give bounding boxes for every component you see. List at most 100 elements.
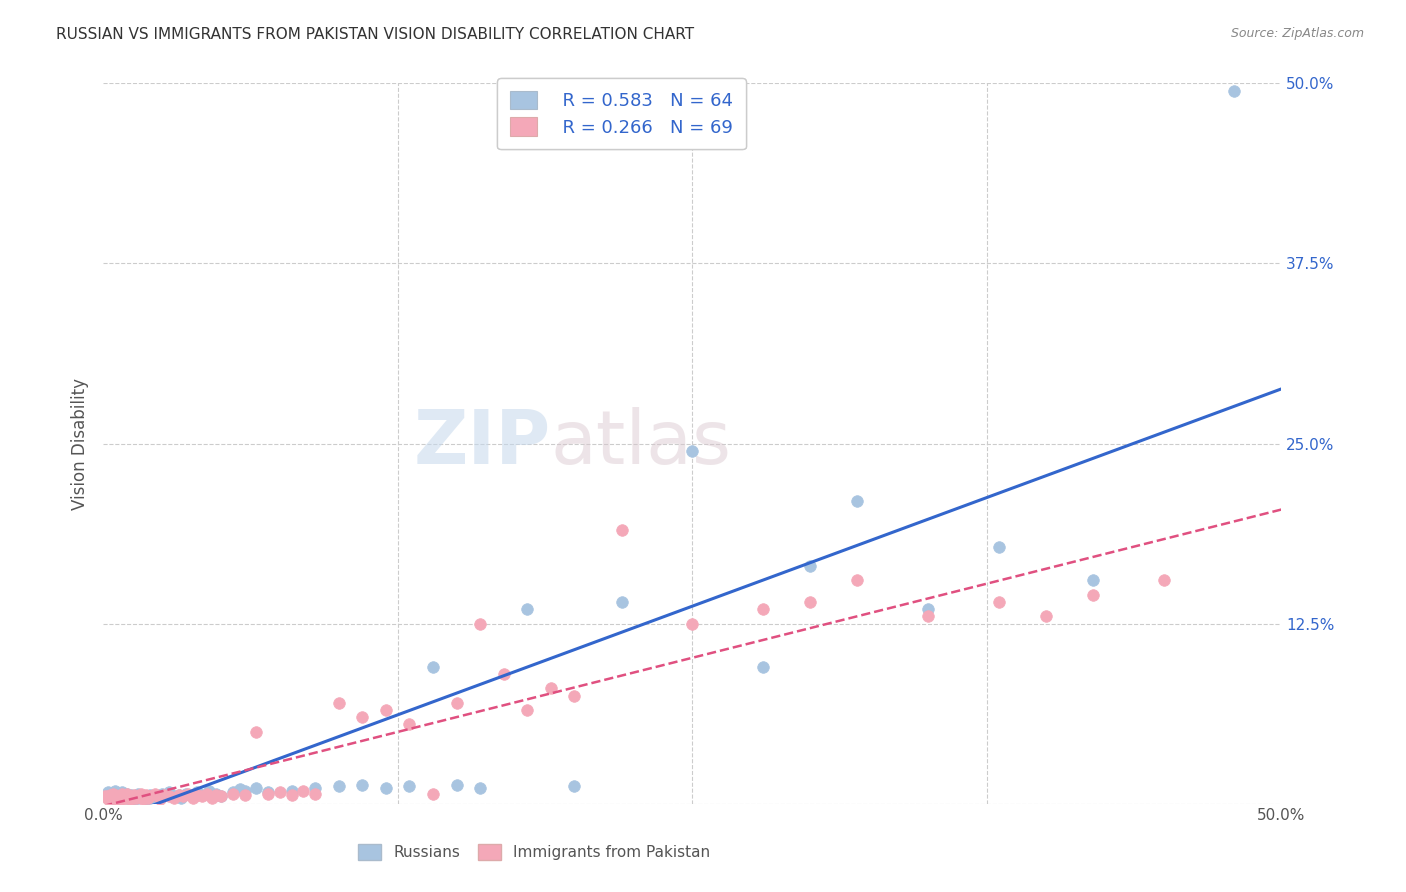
Point <box>610 595 633 609</box>
Point <box>681 443 703 458</box>
Point <box>540 681 562 696</box>
Point <box>105 788 128 802</box>
Point <box>132 792 155 806</box>
Point <box>105 792 128 806</box>
Point <box>157 785 180 799</box>
Point <box>120 792 142 806</box>
Point <box>799 595 821 609</box>
Point <box>181 789 204 804</box>
Point <box>97 785 120 799</box>
Point <box>118 789 141 804</box>
Point <box>516 703 538 717</box>
Point <box>181 790 204 805</box>
Point <box>987 540 1010 554</box>
Point <box>328 696 350 710</box>
Point <box>129 787 152 801</box>
Text: Source: ZipAtlas.com: Source: ZipAtlas.com <box>1230 27 1364 40</box>
Point <box>97 792 120 806</box>
Point <box>269 785 291 799</box>
Point <box>101 787 124 801</box>
Point <box>352 710 374 724</box>
Point <box>98 790 121 805</box>
Point <box>191 789 214 804</box>
Legend:   R = 0.583   N = 64,   R = 0.266   N = 69: R = 0.583 N = 64, R = 0.266 N = 69 <box>498 78 747 149</box>
Point <box>127 789 149 804</box>
Point <box>752 660 775 674</box>
Point <box>1223 84 1246 98</box>
Point <box>280 788 302 802</box>
Point <box>195 787 218 801</box>
Point <box>446 778 468 792</box>
Point <box>108 789 131 804</box>
Point <box>1153 574 1175 588</box>
Point <box>149 792 172 806</box>
Point <box>174 787 197 801</box>
Point <box>222 785 245 799</box>
Point <box>111 789 134 804</box>
Y-axis label: Vision Disability: Vision Disability <box>72 377 89 509</box>
Point <box>470 780 492 795</box>
Point <box>292 783 315 797</box>
Legend: Russians, Immigrants from Pakistan: Russians, Immigrants from Pakistan <box>352 838 717 866</box>
Point <box>111 792 134 806</box>
Point <box>398 780 420 794</box>
Point <box>163 790 186 805</box>
Point <box>104 788 127 802</box>
Point <box>257 785 280 799</box>
Point <box>328 780 350 794</box>
Point <box>245 780 267 795</box>
Point <box>115 787 138 801</box>
Point <box>122 792 145 806</box>
Point <box>104 789 127 804</box>
Point <box>111 785 134 799</box>
Point <box>153 788 176 802</box>
Point <box>304 780 326 795</box>
Point <box>1035 609 1057 624</box>
Point <box>94 789 117 804</box>
Point <box>209 789 232 804</box>
Point <box>111 787 134 801</box>
Point <box>280 783 302 797</box>
Point <box>139 790 162 805</box>
Point <box>205 788 228 802</box>
Point <box>108 790 131 805</box>
Point <box>209 789 232 804</box>
Point <box>917 602 939 616</box>
Point <box>122 788 145 802</box>
Point <box>135 788 157 802</box>
Point <box>177 787 200 801</box>
Point <box>105 790 128 805</box>
Point <box>115 787 138 801</box>
Point <box>127 790 149 805</box>
Point <box>129 789 152 804</box>
Point <box>101 790 124 805</box>
Point <box>191 788 214 802</box>
Point <box>846 574 869 588</box>
Point <box>681 616 703 631</box>
Point <box>172 789 194 804</box>
Point <box>94 789 117 804</box>
Point <box>374 703 396 717</box>
Point <box>564 780 586 794</box>
Point <box>245 724 267 739</box>
Point <box>167 788 190 802</box>
Point <box>167 788 190 802</box>
Point <box>150 787 173 801</box>
Point <box>120 788 142 802</box>
Point <box>205 787 228 801</box>
Point <box>229 782 252 797</box>
Point <box>987 595 1010 609</box>
Point <box>917 609 939 624</box>
Point <box>115 790 138 805</box>
Point <box>139 788 162 802</box>
Point <box>101 787 124 801</box>
Point <box>198 783 221 797</box>
Point <box>98 792 121 806</box>
Text: ZIP: ZIP <box>413 407 551 480</box>
Point <box>516 602 538 616</box>
Point <box>222 787 245 801</box>
Point <box>101 789 124 804</box>
Point <box>143 787 166 801</box>
Point <box>1081 574 1104 588</box>
Point <box>1081 588 1104 602</box>
